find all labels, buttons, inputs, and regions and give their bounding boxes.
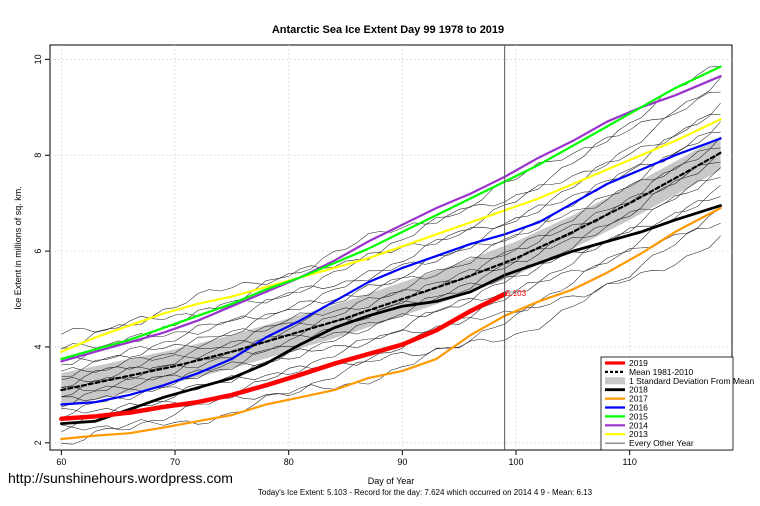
- legend-label: 2013: [629, 429, 648, 439]
- series-line-2016: [60, 137, 722, 406]
- series-lines: [59, 65, 722, 441]
- series-line-2018: [60, 204, 722, 425]
- legend-swatch-band: [605, 377, 625, 385]
- other-year-line: [61, 235, 721, 445]
- series-line-2017: [60, 206, 722, 441]
- footer-text: Today's Ice Extent: 5.103 - Record for t…: [258, 488, 593, 497]
- legend-label: 2019: [629, 358, 648, 368]
- series-line-mean-1981-2010: [60, 151, 722, 392]
- y-tick-label: 2: [33, 440, 43, 445]
- other-year-line: [61, 177, 721, 401]
- other-year-line: [61, 223, 721, 431]
- chart-title: Antarctic Sea Ice Extent Day 99 1978 to …: [272, 24, 504, 36]
- x-tick-label: 70: [170, 457, 180, 467]
- std-deviation-band: [61, 136, 721, 407]
- other-year-line: [61, 136, 721, 388]
- legend-label: Every Other Year: [629, 438, 694, 448]
- website-url: http://sunshinehours.wordpress.com: [8, 470, 233, 486]
- x-tick-label: 110: [623, 457, 637, 467]
- x-tick-label: 60: [56, 457, 66, 467]
- legend-label: 2015: [629, 411, 648, 421]
- other-year-line: [61, 151, 721, 398]
- legend-label: 2018: [629, 385, 648, 395]
- y-tick-label: 8: [33, 153, 43, 158]
- legend-label: 2017: [629, 394, 648, 404]
- other-year-line: [61, 207, 721, 433]
- other-year-line: [61, 121, 721, 378]
- legend-label: 2016: [629, 403, 648, 413]
- series-line-2015: [60, 65, 722, 360]
- other-year-line: [61, 131, 721, 373]
- series-line-2014: [60, 75, 722, 363]
- y-tick-label: 10: [33, 54, 43, 64]
- std-band-area: [61, 136, 721, 407]
- series-line-2013: [60, 118, 722, 353]
- y-tick-label: 4: [33, 344, 43, 349]
- x-tick-label: 80: [284, 457, 294, 467]
- other-year-line: [61, 161, 721, 391]
- x-axis-ticks: 60 70 80 90 100 110: [56, 450, 637, 467]
- y-axis-ticks: 2 4 6 8 10: [33, 54, 50, 445]
- x-tick-label: 90: [397, 457, 407, 467]
- x-axis-label: Day of Year: [368, 476, 415, 486]
- other-year-line: [61, 66, 721, 335]
- current-value-label: 5.103: [506, 289, 527, 298]
- y-axis-label: Ice Extent in millions of sq. km.: [13, 186, 23, 310]
- legend-label: 2014: [629, 420, 648, 430]
- plot-border: [49, 44, 733, 451]
- other-year-line: [61, 196, 721, 414]
- legend-label: 1 Standard Deviation From Mean: [629, 376, 754, 386]
- other-year-line: [61, 147, 721, 383]
- series-line-2019: [59, 291, 507, 422]
- other-year-line: [61, 102, 721, 365]
- other-year-line: [61, 114, 721, 363]
- x-tick-label: 100: [509, 457, 524, 467]
- other-year-line: [61, 77, 721, 349]
- legend-label: Mean 1981-2010: [629, 367, 694, 377]
- y-tick-label: 6: [33, 249, 43, 254]
